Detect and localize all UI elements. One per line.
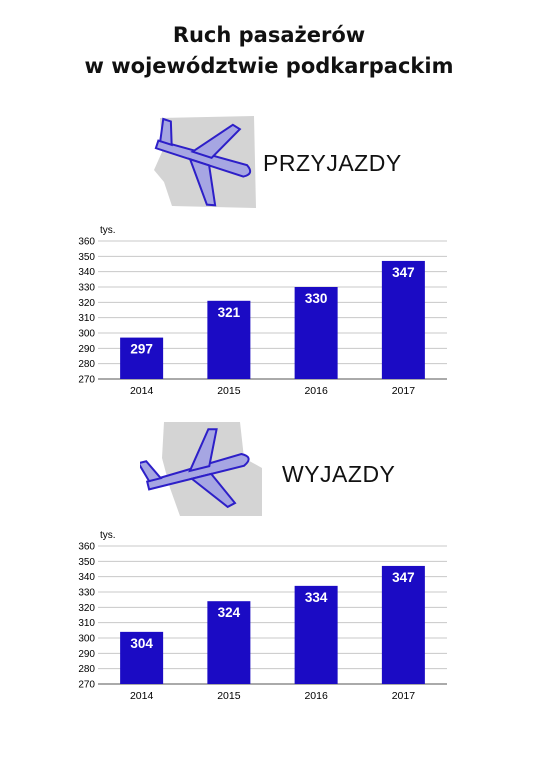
bar-2017 (381, 260, 425, 379)
y-axis-unit: tys. (100, 225, 116, 236)
y-tick-label: 350 (78, 252, 95, 263)
x-tick-label-2016: 2016 (304, 690, 328, 702)
y-tick-label: 270 (78, 375, 95, 386)
y-tick-label: 360 (78, 542, 95, 553)
x-tick-label-2014: 2014 (130, 690, 154, 702)
y-tick-label: 320 (78, 603, 95, 614)
y-tick-label: 340 (78, 572, 95, 583)
x-tick-label-2017: 2017 (392, 385, 416, 397)
data-label-2014: 304 (130, 636, 153, 651)
bar-2014 (120, 631, 164, 684)
y-tick-label: 330 (78, 588, 95, 599)
bar-2015 (207, 300, 251, 379)
bar-2016 (294, 287, 338, 379)
data-label-2014: 297 (130, 342, 153, 357)
bar-2014 (120, 337, 164, 379)
x-tick-label-2017: 2017 (392, 690, 416, 702)
y-tick-label: 280 (78, 359, 95, 370)
y-tick-label: 280 (78, 664, 95, 675)
y-tick-label: 310 (78, 313, 95, 324)
data-label-2016: 330 (305, 291, 328, 306)
y-axis-unit: tys. (100, 530, 116, 541)
y-tick-label: 350 (78, 557, 95, 568)
x-tick-label-2015: 2015 (217, 690, 241, 702)
y-tick-label: 310 (78, 618, 95, 629)
departures-label: WYJAZDY (282, 461, 396, 487)
arrivals-chart: tys. 270 280 290 300 310 320 330 340 350 360 297 201… (78, 225, 447, 397)
arrivals-label: PRZYJAZDY (263, 150, 402, 176)
arriving-plane-icon (154, 116, 256, 208)
bar-2017 (381, 565, 425, 684)
data-label-2015: 321 (218, 305, 241, 320)
x-tick-label-2016: 2016 (304, 385, 328, 397)
y-tick-label: 270 (78, 680, 95, 691)
y-tick-label: 340 (78, 267, 95, 278)
title-line-2: w województwie podkarpackim (84, 54, 454, 78)
y-tick-label: 320 (78, 298, 95, 309)
bar-2015 (207, 601, 251, 684)
title-line-1: Ruch pasażerów (172, 23, 366, 47)
departing-plane-icon (140, 422, 262, 516)
y-tick-label: 360 (78, 237, 95, 248)
y-tick-label: 290 (78, 344, 95, 355)
x-tick-label-2015: 2015 (217, 385, 241, 397)
data-label-2017: 347 (392, 570, 415, 585)
y-tick-label: 300 (78, 634, 95, 645)
y-tick-label: 290 (78, 649, 95, 660)
page-title: Ruch pasażerów w województwie podkarpack… (0, 20, 538, 82)
bar-2016 (294, 585, 338, 684)
y-tick-label: 300 (78, 329, 95, 340)
x-tick-label-2014: 2014 (130, 385, 154, 397)
y-tick-label: 330 (78, 283, 95, 294)
data-label-2015: 324 (218, 605, 241, 620)
departures-chart: tys. 270 280 290 300 310 320 330 340 350 360 304 201… (78, 530, 447, 702)
data-label-2016: 334 (305, 590, 328, 605)
data-label-2017: 347 (392, 265, 415, 280)
